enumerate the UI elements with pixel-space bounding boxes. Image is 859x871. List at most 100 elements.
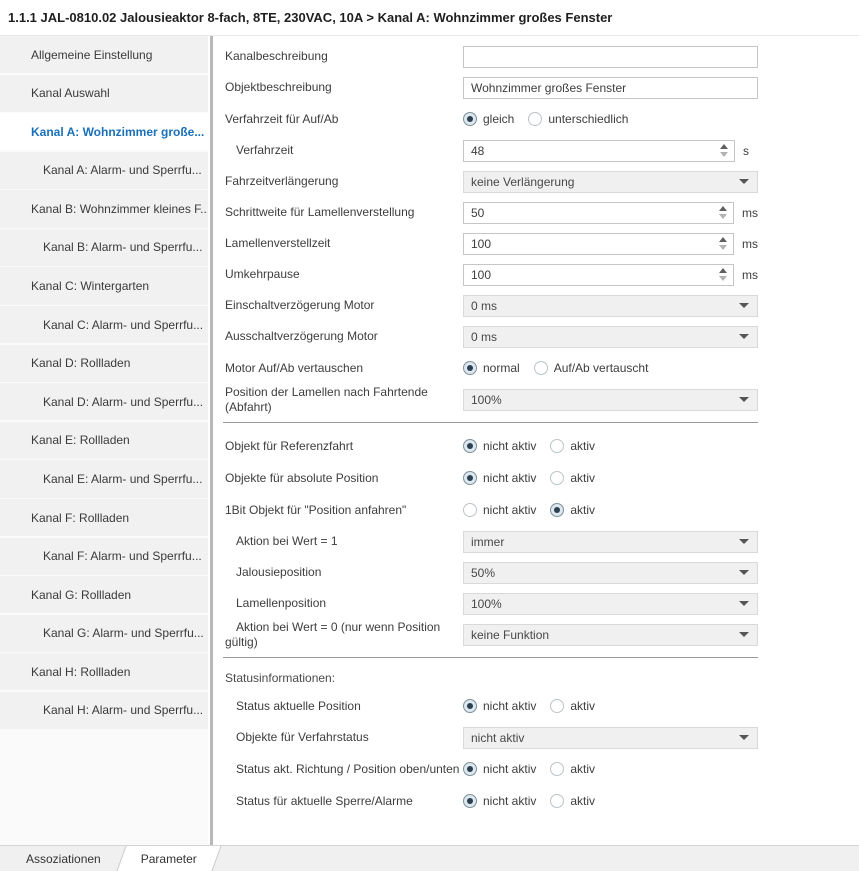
radio-group: nicht aktiv aktiv	[463, 471, 609, 485]
sidebar-item[interactable]: Kanal A: Alarm- und Sperrfu...	[0, 151, 208, 189]
number-value: 100	[471, 267, 492, 282]
tab-parameter[interactable]: Parameter	[116, 846, 222, 871]
number-input[interactable]: 50	[463, 201, 734, 224]
radio-selected-icon	[550, 503, 565, 517]
sidebar-item[interactable]: Kanal E: Alarm- und Sperrfu...	[0, 460, 208, 498]
sidebar-item-label: Kanal Auswahl	[31, 86, 110, 101]
arrow-down-icon[interactable]	[720, 152, 728, 157]
dropdown[interactable]: 0 ms	[463, 325, 758, 348]
sidebar-item-label: Kanal D: Rollladen	[31, 356, 131, 371]
sidebar-item[interactable]: Kanal F: Rollladen	[0, 498, 208, 537]
radio-option[interactable]: aktiv	[550, 471, 595, 485]
param-row: Objekte für absolute Position nicht aktiv…	[213, 462, 859, 494]
dropdown[interactable]: 50%	[463, 561, 758, 584]
sidebar-item[interactable]: Kanal C: Wintergarten	[0, 267, 208, 305]
dropdown[interactable]: nicht aktiv	[463, 726, 758, 749]
sidebar-item-label: Kanal F: Alarm- und Sperrfu...	[43, 549, 202, 564]
param-control: nicht aktiv aktiv	[463, 503, 758, 517]
radio-option[interactable]: unterschiedlich	[528, 112, 628, 126]
sidebar-item[interactable]: Kanal Auswahl	[0, 74, 208, 112]
chevron-down-icon	[739, 334, 749, 339]
panel-splitter[interactable]	[210, 36, 213, 845]
number-input[interactable]: 100	[463, 232, 734, 255]
arrow-up-icon[interactable]	[720, 144, 728, 149]
param-row: Verfahrzeit für Auf/Ab gleich unterschiedl…	[213, 103, 859, 135]
arrow-down-icon[interactable]	[719, 276, 727, 281]
spinner-arrows[interactable]	[719, 206, 727, 219]
radio-option[interactable]: nicht aktiv	[463, 794, 536, 808]
sidebar-item[interactable]: Kanal D: Rollladen	[0, 344, 208, 382]
param-row: 1Bit Objekt für "Position anfahren" nicht…	[213, 494, 859, 526]
dropdown[interactable]: immer	[463, 530, 758, 553]
spinner-arrows[interactable]	[719, 268, 727, 281]
spinner-arrows[interactable]	[719, 237, 727, 250]
unit-label: ms	[742, 205, 758, 220]
radio-option[interactable]: aktiv	[550, 439, 595, 453]
radio-option[interactable]: Auf/Ab vertauscht	[533, 361, 648, 375]
arrow-up-icon[interactable]	[719, 206, 727, 211]
radio-option-label: nicht aktiv	[483, 762, 537, 776]
spinner-arrows[interactable]	[720, 144, 728, 157]
dropdown[interactable]: 0 ms	[463, 294, 758, 317]
sidebar-item[interactable]: Kanal B: Wohnzimmer kleines F...	[0, 190, 208, 228]
param-row: Statusinformationen:	[213, 666, 859, 690]
tab-assoziationen[interactable]: Assoziationen	[6, 846, 121, 871]
arrow-up-icon[interactable]	[719, 237, 727, 242]
radio-option-label: nicht aktiv	[483, 699, 537, 713]
sidebar-item[interactable]: Kanal D: Alarm- und Sperrfu...	[0, 383, 208, 421]
param-row: Lamellenverstellzeit 100 ms	[213, 228, 859, 259]
radio-option[interactable]: aktiv	[550, 794, 595, 808]
dropdown[interactable]: keine Funktion	[463, 623, 758, 646]
radio-group: gleich unterschiedlich	[463, 112, 642, 126]
dropdown[interactable]: 100%	[463, 388, 758, 411]
sidebar-item[interactable]: Kanal B: Alarm- und Sperrfu...	[0, 228, 208, 267]
radio-option[interactable]: aktiv	[550, 699, 595, 713]
sidebar-item[interactable]: Kanal G: Rollladen	[0, 576, 208, 614]
radio-option-label: unterschiedlich	[548, 112, 629, 126]
radio-option[interactable]: nicht aktiv	[463, 503, 536, 517]
radio-option-label: aktiv	[570, 794, 596, 808]
number-input[interactable]: 100	[463, 263, 734, 286]
sidebar-item-label: Kanal F: Rollladen	[31, 510, 130, 525]
radio-option[interactable]: gleich	[463, 112, 514, 126]
radio-option[interactable]: nicht aktiv	[463, 762, 536, 776]
param-label: Einschaltverzögerung Motor	[225, 298, 375, 312]
arrow-down-icon[interactable]	[719, 245, 727, 250]
radio-option[interactable]: normal	[463, 361, 520, 375]
sidebar-item[interactable]: Allgemeine Einstellung	[0, 36, 208, 74]
param-row: Aktion bei Wert = 1 immer	[213, 526, 859, 557]
sidebar-item[interactable]: Kanal F: Alarm- und Sperrfu...	[0, 537, 208, 575]
param-control: normal Auf/Ab vertauscht	[463, 361, 758, 375]
section-heading: Statusinformationen:	[225, 670, 336, 685]
radio-option[interactable]: nicht aktiv	[463, 439, 536, 453]
param-control: 0 ms	[463, 325, 758, 348]
arrow-up-icon[interactable]	[719, 268, 727, 273]
radio-group: normal Auf/Ab vertauscht	[463, 361, 662, 375]
sidebar-item[interactable]: Kanal H: Alarm- und Sperrfu...	[0, 691, 208, 730]
text-input[interactable]	[463, 76, 758, 99]
sidebar-item[interactable]: Kanal H: Rollladen	[0, 653, 208, 691]
radio-option[interactable]: nicht aktiv	[463, 471, 536, 485]
sidebar-item[interactable]: Kanal G: Alarm- und Sperrfu...	[0, 614, 208, 652]
arrow-down-icon[interactable]	[719, 214, 727, 219]
param-label: Aktion bei Wert = 0 (nur wenn Position g…	[225, 619, 441, 649]
radio-option[interactable]: aktiv	[550, 503, 595, 517]
dropdown[interactable]: keine Verlängerung	[463, 170, 758, 193]
sidebar-item[interactable]: Kanal A: Wohnzimmer große...	[0, 113, 208, 151]
radio-option[interactable]: aktiv	[550, 762, 595, 776]
radio-selected-icon	[463, 762, 477, 776]
radio-option[interactable]: nicht aktiv	[463, 699, 536, 713]
dropdown[interactable]: 100%	[463, 592, 758, 615]
text-input[interactable]	[463, 45, 758, 68]
sidebar-item[interactable]: Kanal C: Alarm- und Sperrfu...	[0, 306, 208, 344]
param-control: keine Funktion	[463, 623, 758, 646]
radio-option-label: aktiv	[570, 471, 596, 485]
chevron-down-icon	[739, 179, 749, 184]
sidebar-item[interactable]: Kanal E: Rollladen	[0, 421, 208, 459]
number-input[interactable]: 48	[463, 139, 735, 162]
section-separator	[223, 422, 758, 423]
sidebar-item-label: Kanal E: Rollladen	[31, 433, 130, 448]
unit-label: s	[743, 143, 749, 158]
radio-group: nicht aktiv aktiv	[463, 699, 609, 713]
param-control: keine Verlängerung	[463, 170, 758, 193]
